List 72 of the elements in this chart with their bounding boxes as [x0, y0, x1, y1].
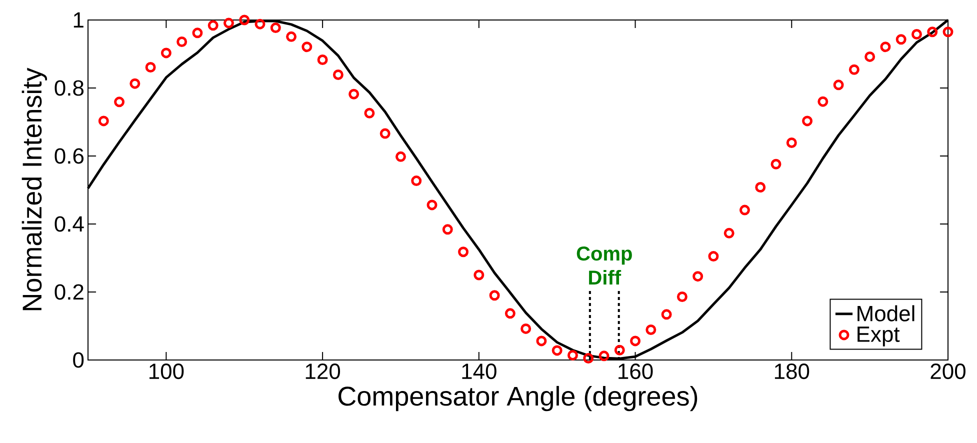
point [755, 182, 766, 193]
point [536, 336, 547, 346]
point [208, 20, 218, 31]
point [442, 224, 453, 235]
point [552, 345, 562, 356]
point [942, 26, 954, 38]
point [489, 290, 500, 301]
x-tick-label: 160 [618, 364, 653, 380]
point [927, 26, 938, 38]
x-tick-label: 180 [774, 364, 810, 380]
x-tick-label: 200 [930, 364, 966, 380]
point [145, 62, 156, 72]
point [520, 323, 532, 334]
point [598, 350, 610, 362]
point [380, 128, 390, 139]
point [818, 96, 828, 107]
point [646, 324, 656, 335]
y-tick-label: 0.8 [54, 80, 84, 96]
x-tick-label: 140 [462, 364, 496, 380]
point [426, 200, 438, 210]
point [254, 18, 266, 30]
point [614, 344, 625, 356]
point [630, 336, 641, 346]
point [567, 350, 578, 360]
point [676, 291, 688, 302]
point [270, 22, 281, 34]
point [880, 42, 891, 52]
point [802, 116, 813, 126]
point [770, 158, 782, 170]
point [458, 246, 469, 258]
point [332, 69, 344, 80]
y-tick-label: 0.4 [54, 216, 84, 232]
point [661, 309, 672, 320]
point [911, 29, 922, 40]
point [286, 31, 297, 42]
point [504, 308, 516, 319]
annotation: Comp Diff [576, 246, 632, 284]
point [833, 80, 844, 90]
point [302, 42, 312, 52]
legend-label: Model [858, 305, 914, 322]
point [474, 270, 484, 280]
point [160, 48, 172, 58]
point [130, 78, 140, 89]
point [583, 353, 594, 364]
x-tick-label: 120 [306, 364, 340, 380]
point [192, 28, 203, 38]
point [724, 228, 734, 238]
point [364, 108, 375, 118]
point [692, 271, 704, 282]
point [411, 176, 422, 186]
x-axis-title: Compensator Angle (degrees) [338, 386, 698, 412]
point [176, 36, 188, 47]
y-tick-label: 0.2 [54, 284, 84, 300]
y-tick-label: 1 [74, 12, 84, 28]
x-tick-label: 100 [150, 364, 184, 380]
legend-label: Expt [858, 326, 900, 346]
point [896, 34, 906, 45]
point [98, 116, 109, 126]
point [739, 204, 750, 216]
point [864, 51, 876, 62]
point [708, 251, 719, 262]
y-tick-label: 0 [73, 352, 84, 368]
point [786, 137, 797, 148]
point [114, 96, 125, 108]
y-axis-title: Normalized Intensity [22, 68, 48, 310]
point [223, 18, 234, 28]
point [317, 54, 328, 66]
y-tick-label: 0.6 [54, 148, 84, 164]
point [348, 88, 360, 100]
point [395, 151, 406, 162]
point [848, 64, 860, 75]
point [239, 14, 250, 26]
